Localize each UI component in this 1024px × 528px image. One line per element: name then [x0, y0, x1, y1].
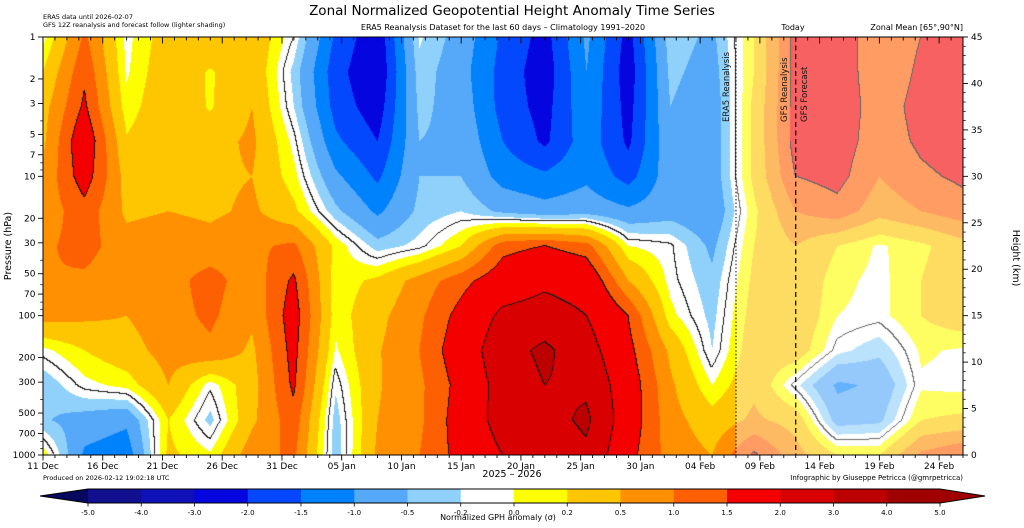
- data-source-note: ERA5 data until 2026-02-07 GFS 12Z reana…: [43, 13, 225, 29]
- y-left-tick-label: 100: [18, 312, 35, 322]
- credit-note: Infographic by Giuseppe Petricca (@gmrpe…: [790, 474, 963, 482]
- colorbar-segment: [780, 489, 834, 503]
- y-left-tick-label: 20: [24, 214, 36, 224]
- x-tick-label: 16 Dec: [87, 462, 119, 472]
- colorbar-segment: [407, 489, 462, 503]
- y-left-tick-label: 1: [30, 33, 36, 43]
- colorbar: [40, 489, 985, 503]
- colorbar-segment: [567, 489, 621, 503]
- y-left-tick-label: 10: [24, 172, 36, 182]
- y-left-tick-label: 5: [30, 130, 36, 140]
- y-right-tick-label: 45: [971, 33, 982, 43]
- colorbar-segment: [620, 489, 675, 503]
- y-left-tick-label: 7: [30, 151, 36, 161]
- x-tick-label: 26 Dec: [206, 462, 238, 472]
- colorbar-tick-label: -2.0: [241, 509, 255, 517]
- today-label: Today: [781, 23, 805, 32]
- colorbar-segment: [354, 489, 408, 503]
- height-axis-title: Height (km): [1010, 230, 1021, 287]
- colorbar-tick-label: 1.5: [721, 509, 732, 517]
- x-tick-label: 19 Feb: [864, 462, 895, 472]
- colorbar-segment: [833, 489, 888, 503]
- colorbar-tick-label: -3.0: [188, 509, 202, 517]
- colorbar-segment: [301, 489, 355, 503]
- era5-until-note: ERA5 data until 2026-02-07: [43, 13, 133, 21]
- y-left-tick-label: 300: [18, 378, 35, 388]
- colorbar-tick-label: -4.0: [134, 509, 148, 517]
- y-right-tick-label: 35: [971, 126, 982, 136]
- colorbar-tick-label: 4.0: [881, 509, 892, 517]
- y-right-tick-label: 5: [971, 405, 977, 415]
- colorbar-outline: [39, 488, 986, 504]
- colorbar-segment: [460, 489, 515, 503]
- y-right-tick-label: 0: [971, 451, 977, 461]
- x-axis-years-label: 2025 – 2026: [482, 469, 542, 480]
- colorbar-tick-label: 2.0: [775, 509, 786, 517]
- x-tick-label: 14 Feb: [804, 462, 835, 472]
- page-title: Zonal Normalized Geopotential Height Ano…: [309, 3, 715, 19]
- colorbar-segment: [727, 489, 781, 503]
- x-tick-label: 11 Dec: [27, 462, 59, 472]
- x-tick-label: 31 Dec: [266, 462, 298, 472]
- y-left-tick-label: 3: [30, 99, 36, 109]
- x-tick-label: 21 Dec: [147, 462, 179, 472]
- colorbar-tick-label: 5.0: [934, 509, 945, 517]
- era5-reanalysis-line-label: ERA5 Reanalysis: [722, 51, 732, 122]
- gfs-reanalysis-line-label: GFS Reanalysis: [780, 57, 790, 122]
- y-left-tick-label: 70: [24, 290, 36, 300]
- y-left-tick-label: 2: [30, 75, 36, 85]
- colorbar-segment: [886, 489, 941, 503]
- colorbar-title: Normalized GPH anomaly (σ): [440, 513, 556, 522]
- y-left-tick-label: 1000: [13, 451, 36, 461]
- colorbar-under-arrow: [40, 489, 88, 503]
- colorbar-segment: [514, 489, 568, 503]
- colorbar-segment: [141, 489, 195, 503]
- gfs-forecast-line-label: GFS Forecast: [800, 66, 810, 122]
- x-tick-label: 09 Feb: [745, 462, 776, 472]
- y-right-tick-label: 15: [971, 312, 982, 322]
- y-right-tick-label: 25: [971, 219, 982, 229]
- dataset-caption: ERA5 Reanalysis Dataset for the last 60 …: [360, 23, 646, 32]
- y-right-tick-label: 20: [971, 265, 983, 275]
- colorbar-segment: [673, 489, 728, 503]
- y-left-tick-label: 50: [24, 270, 36, 280]
- y-left-tick-label: 700: [18, 429, 35, 439]
- y-right-tick-label: 30: [971, 172, 983, 182]
- colorbar-segment: [247, 489, 302, 503]
- gfs-follow-note: GFS 12Z reanalysis and forecast follow (…: [43, 21, 226, 29]
- colorbar-tick-label: 3.0: [828, 509, 839, 517]
- y-right-tick-label: 10: [971, 358, 983, 368]
- colorbar-tick-label: -5.0: [81, 509, 95, 517]
- colorbar-segment: [88, 489, 142, 503]
- contour-plot-area: [43, 37, 963, 455]
- y-left-tick-label: 200: [18, 354, 35, 364]
- colorbar-over-arrow: [940, 489, 985, 503]
- pressure-axis-title: Pressure (hPa): [3, 212, 14, 280]
- y-right-tick-label: 40: [971, 79, 983, 89]
- colorbar-segment: [194, 489, 249, 503]
- zonal-mean-caption: Zonal Mean [65°,90°N]: [870, 23, 963, 32]
- y-left-tick-label: 30: [24, 239, 36, 249]
- x-tick-label: 24 Feb: [924, 462, 955, 472]
- produced-timestamp: Produced on 2026-02-12 19:02:18 UTC: [43, 474, 170, 482]
- y-left-tick-label: 500: [18, 409, 35, 419]
